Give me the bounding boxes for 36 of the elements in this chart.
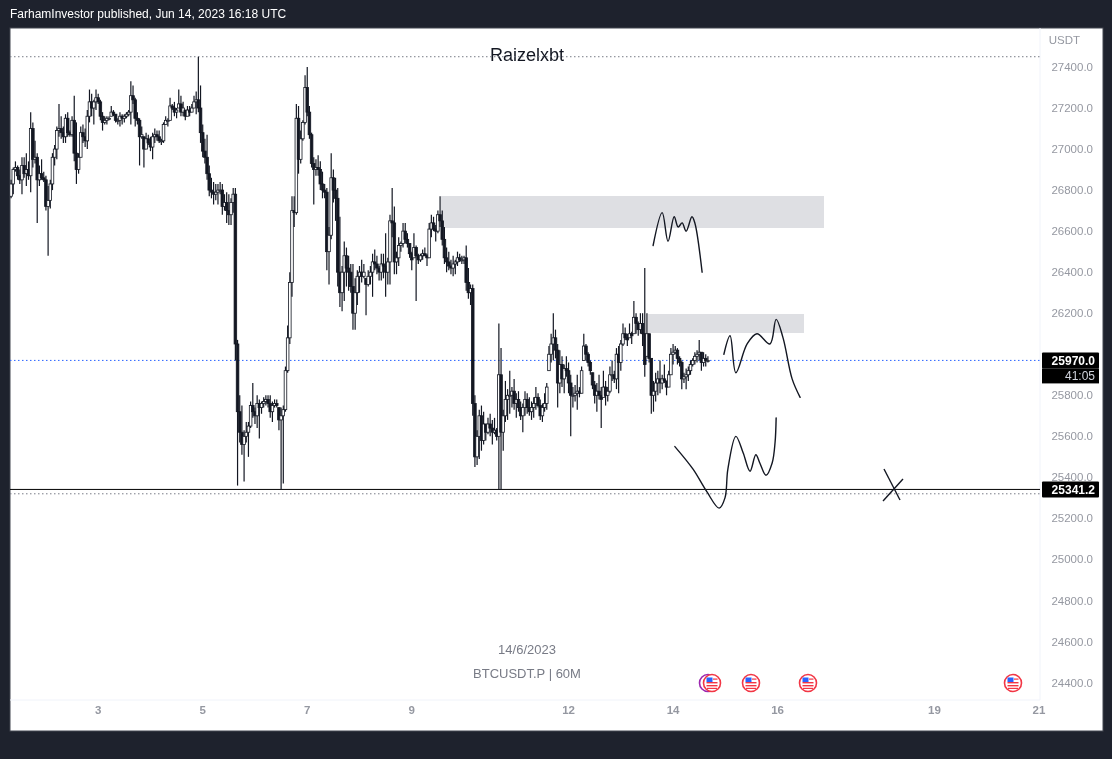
line-series: [674, 417, 777, 509]
x-tick-label: 14: [666, 704, 681, 716]
y-tick-label: 27400.0: [1051, 61, 1093, 74]
x-tick-label: 5: [199, 704, 207, 716]
x-tick-label: 12: [562, 704, 575, 716]
x-tick-label: 21: [1032, 704, 1046, 716]
y-tick-label: 25400.0: [1051, 471, 1093, 484]
y-tick-label: 26400.0: [1051, 266, 1093, 279]
x-tick-label: 9: [408, 704, 415, 716]
ref-line-label: 25341.2: [1051, 482, 1096, 497]
y-tick-label: 26200.0: [1051, 307, 1093, 320]
y-tick-label: 27000.0: [1051, 143, 1093, 156]
text: Raizelxbt: [489, 45, 565, 65]
line-series: [723, 318, 801, 399]
y-tick-label: 27200.0: [1051, 102, 1093, 115]
y-tick-label: 24800.0: [1051, 594, 1093, 607]
x-tick-label: 19: [927, 704, 941, 716]
y-tick-label: 26600.0: [1051, 225, 1093, 238]
text: 41:05: [1064, 369, 1096, 384]
y-tick-label: 25200.0: [1051, 512, 1093, 525]
y-tick-label: 26800.0: [1051, 184, 1093, 197]
x-tick-label: 16: [771, 704, 784, 716]
ref-line-label: 25970.0: [1051, 353, 1096, 368]
candlestick: [370, 253, 375, 298]
annotation: 14/6/2023: [498, 642, 556, 657]
text: FarhamInvestor published, Jun 14, 2023 16:18 UTC: [10, 7, 287, 21]
annotation: BTCUSDT.P | 60M: [473, 666, 581, 681]
x-tick-label: 3: [94, 704, 102, 716]
y-tick-label: 25000.0: [1051, 553, 1093, 566]
y-tick-label: 24400.0: [1051, 676, 1093, 689]
y-tick-label: 24600.0: [1051, 635, 1093, 648]
y-tick-label: 25800.0: [1051, 389, 1093, 402]
y-tick-label: 25600.0: [1051, 430, 1093, 443]
line-series: [652, 211, 703, 273]
y-axis-title: USDT: [1048, 34, 1080, 46]
x-tick-label: 7: [304, 704, 311, 716]
